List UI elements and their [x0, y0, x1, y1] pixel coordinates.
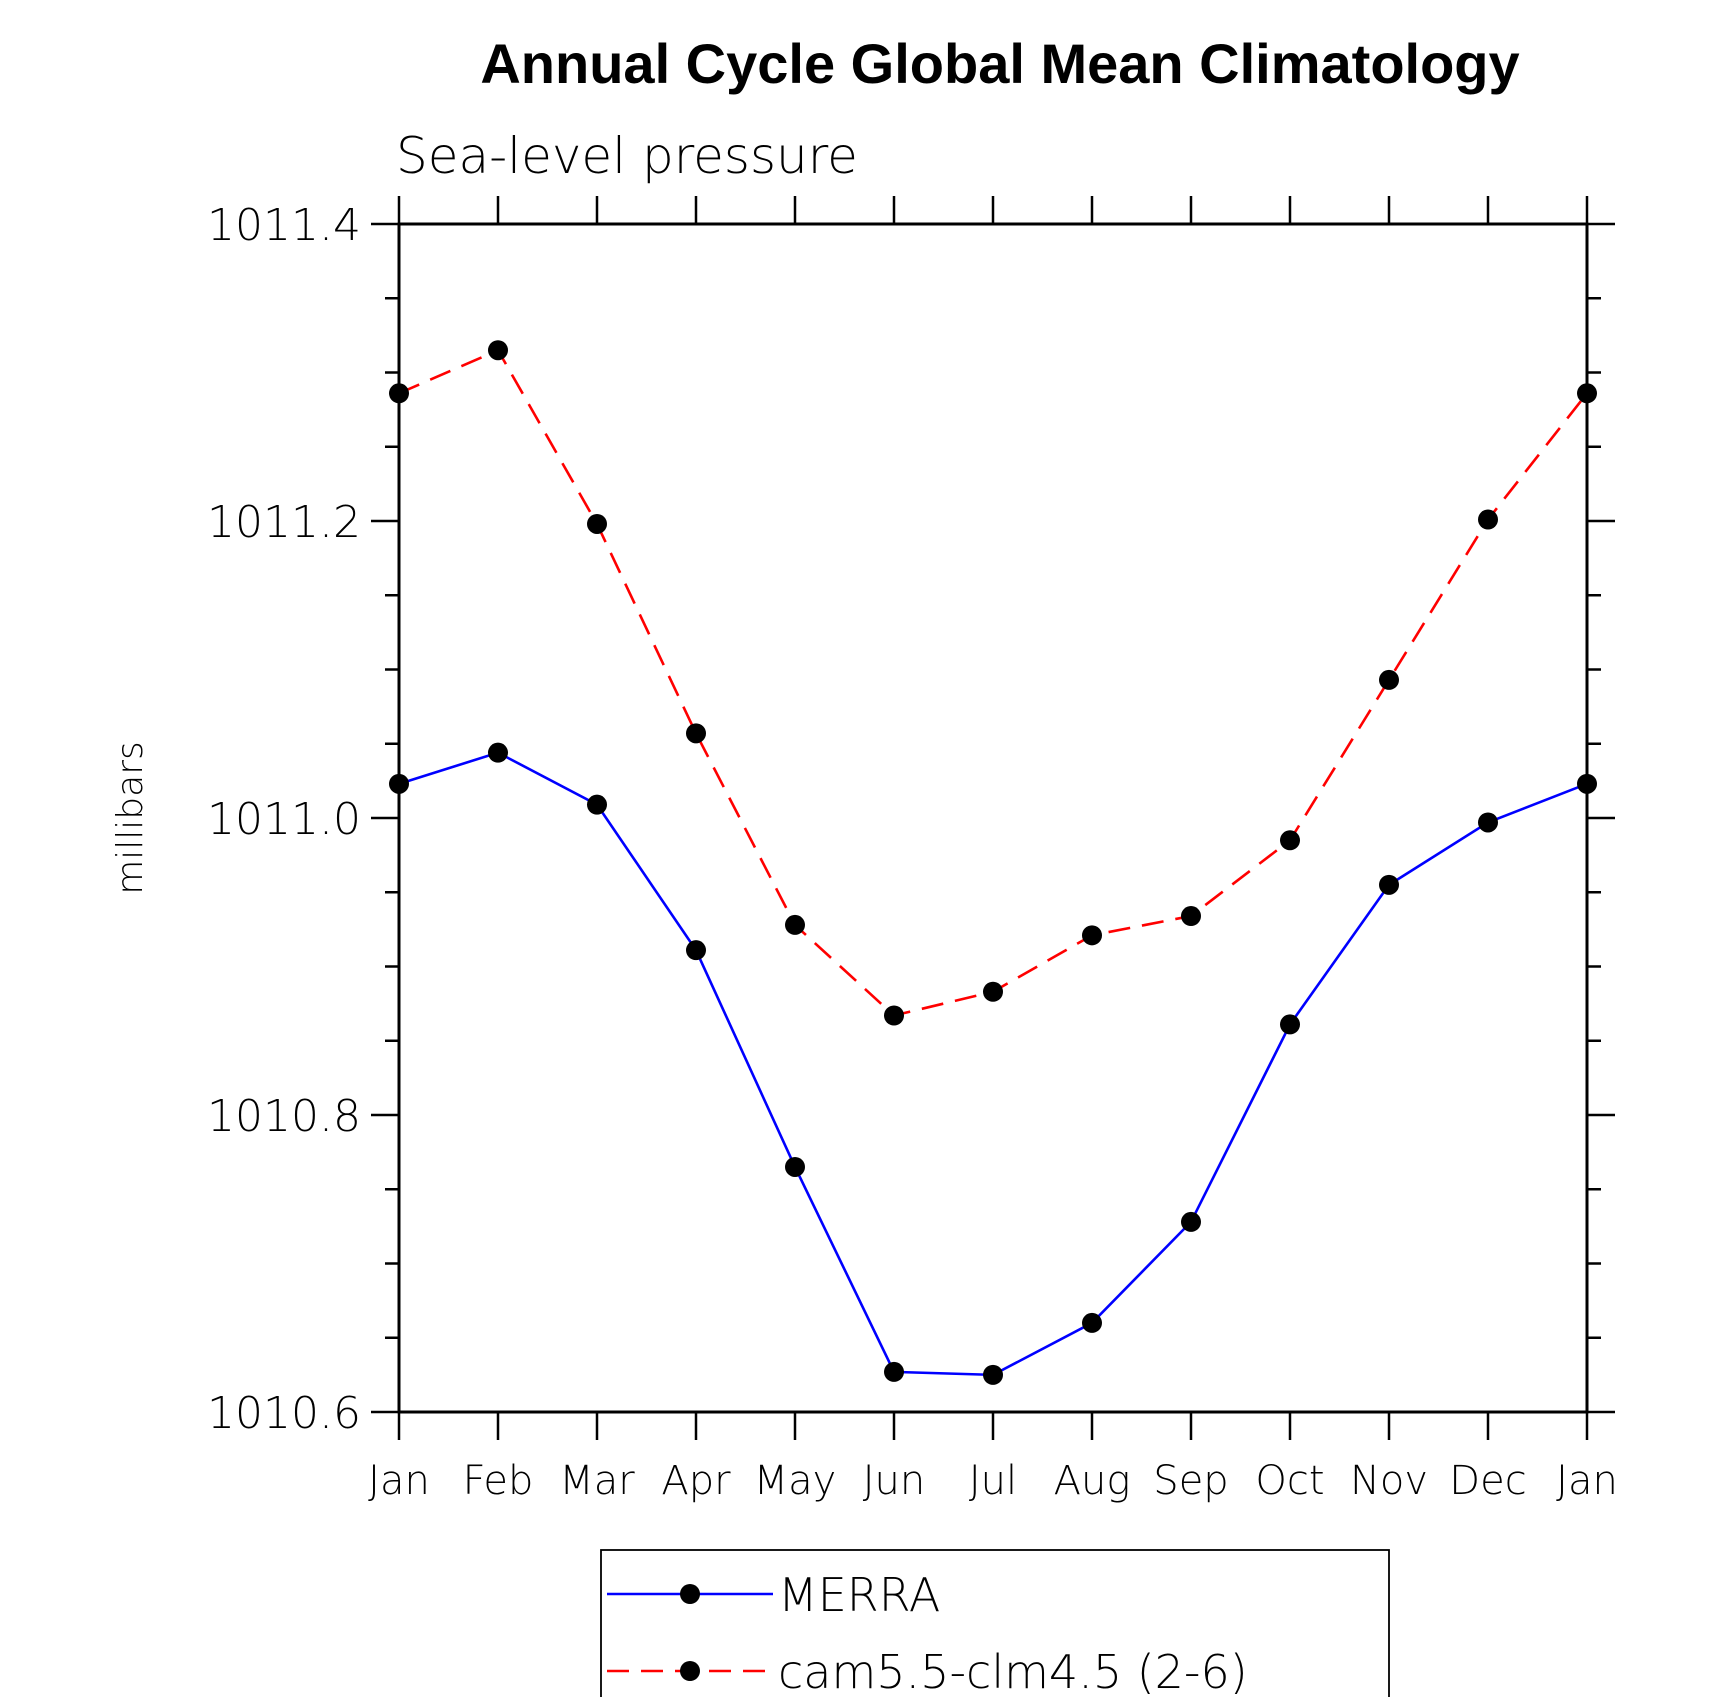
- axis-ticks: [371, 196, 1615, 1440]
- chart-title: Annual Cycle Global Mean Climatology: [480, 32, 1519, 95]
- legend: MERRA cam5.5-clm4.5 (2-6): [600, 1549, 1390, 1697]
- data-point: [1478, 509, 1498, 530]
- data-point: [1082, 925, 1102, 946]
- x-tick-label: Jun: [863, 1458, 926, 1504]
- data-point: [488, 742, 508, 763]
- data-point: [785, 1156, 805, 1177]
- data-point: [1379, 874, 1399, 895]
- y-tick-label: 1011.2: [207, 497, 361, 548]
- series-layer: [389, 340, 1597, 1385]
- x-tick-label: Jan: [1556, 1458, 1618, 1504]
- data-point: [1082, 1312, 1102, 1333]
- series-line-merra: [398, 751, 1588, 1377]
- data-point: [686, 940, 706, 961]
- x-tick-label: Mar: [559, 1458, 635, 1504]
- data-point: [587, 513, 607, 534]
- x-tick-label: Feb: [463, 1458, 534, 1504]
- data-point: [1280, 830, 1300, 851]
- y-tick-label: 1011.0: [207, 794, 361, 845]
- x-tick-label: Oct: [1255, 1458, 1324, 1504]
- x-tick-label: Dec: [1449, 1458, 1526, 1504]
- data-point: [488, 340, 508, 361]
- series-line-cam: [398, 348, 1589, 1017]
- data-point: [983, 981, 1003, 1002]
- legend-box: [600, 1549, 1390, 1697]
- data-point: [1181, 906, 1201, 927]
- data-point: [389, 773, 409, 794]
- x-tick-label: Aug: [1054, 1458, 1131, 1504]
- x-tick-label: Apr: [661, 1458, 731, 1504]
- y-tick-label: 1010.6: [207, 1388, 361, 1439]
- x-tick-label: Jan: [368, 1458, 430, 1504]
- data-point: [1577, 773, 1597, 794]
- tick-labels: 1010.6 1010.8 1011.0 1011.2 1011.4 Jan Feb Mar A…: [207, 200, 1618, 1504]
- chart-subtitle: Sea-level pressure: [396, 127, 858, 185]
- legend-marker: [680, 1661, 700, 1681]
- x-tick-label: Sep: [1153, 1458, 1228, 1504]
- data-point: [389, 383, 409, 404]
- y-tick-label: 1010.8: [207, 1091, 361, 1142]
- y-axis-label: millibars: [110, 741, 151, 895]
- data-point: [1181, 1211, 1201, 1232]
- data-point: [785, 914, 805, 935]
- x-tick-label: May: [754, 1458, 837, 1504]
- data-point: [983, 1364, 1003, 1385]
- x-tick-label: Jul: [969, 1458, 1017, 1504]
- data-point: [1280, 1014, 1300, 1035]
- data-point: [587, 794, 607, 815]
- legend-label: cam5.5-clm4.5 (2-6): [778, 1645, 1248, 1697]
- x-tick-label: Nov: [1350, 1458, 1428, 1504]
- y-tick-label: 1011.4: [207, 200, 361, 251]
- plot-frame: [397, 222, 1589, 1414]
- data-point: [1577, 383, 1597, 404]
- legend-marker: [680, 1584, 700, 1604]
- legend-label: MERRA: [778, 1568, 940, 1622]
- data-point: [884, 1005, 904, 1026]
- data-point: [1379, 669, 1399, 690]
- data-point: [686, 723, 706, 744]
- data-point: [884, 1361, 904, 1382]
- data-point: [1478, 812, 1498, 833]
